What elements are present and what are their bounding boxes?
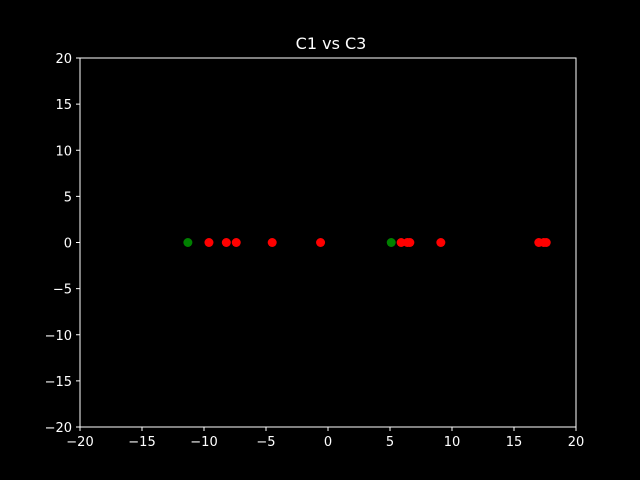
data-point [231,238,241,247]
x-tick-label: −15 [128,435,155,450]
data-point [204,238,214,247]
y-axis: −20 −15 −10 −5 0 5 10 15 20 [45,52,80,436]
y-tick-label: −15 [45,375,72,390]
data-points [183,238,551,247]
y-tick-label: 15 [55,98,72,113]
data-point [386,238,396,247]
y-tick-label: −5 [53,283,72,298]
data-point [267,238,277,247]
chart-title: C1 vs C3 [296,34,367,53]
x-tick-label: 0 [324,435,332,450]
y-tick-label: −20 [45,421,72,436]
data-point [221,238,231,247]
plot-area-frame [79,57,577,428]
data-point [405,238,415,247]
x-tick-label: −5 [256,435,275,450]
data-point [436,238,446,247]
x-tick-label: 10 [444,435,461,450]
y-tick-label: 10 [55,144,72,159]
x-tick-label: −10 [190,435,217,450]
data-point [316,238,326,247]
y-tick-label: 20 [55,52,72,67]
y-tick-label: 0 [64,237,72,252]
y-tick-label: 5 [64,190,72,205]
x-axis: −20 −15 −10 −5 0 5 10 15 20 [66,427,584,450]
x-tick-label: 15 [506,435,523,450]
data-point [541,238,551,247]
data-point [396,238,406,247]
data-point [183,238,193,247]
x-tick-label: 20 [568,435,585,450]
y-tick-label: −10 [45,329,72,344]
x-tick-label: −20 [66,435,93,450]
x-tick-label: 5 [386,435,394,450]
